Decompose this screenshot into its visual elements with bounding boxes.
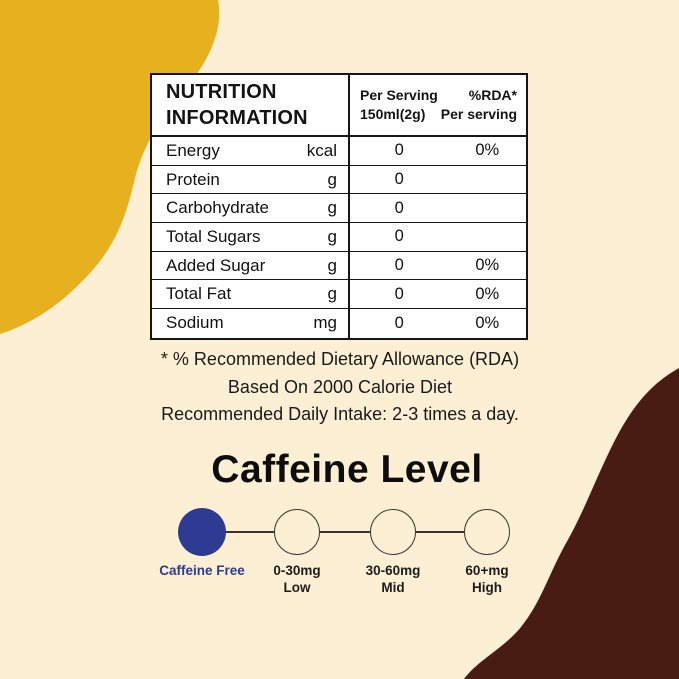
table-row-total-sugars: Total Sugars g 0 [152, 223, 526, 252]
nutrient-name: Energy [166, 140, 220, 160]
per-serving-value: 0 [394, 170, 404, 189]
table-row-carbohydrate: Carbohydrate g 0 [152, 194, 526, 224]
nutrient-unit: g [327, 284, 337, 304]
per-serving-value: 0 [394, 198, 404, 217]
nutrition-table-title: NUTRITION INFORMATION [166, 80, 308, 129]
nutrition-table-header: NUTRITION INFORMATION Per Serving 150ml(… [152, 75, 526, 137]
table-row-added-sugar: Added Sugar g 0 0% [152, 251, 526, 281]
level-high-circle [464, 509, 510, 555]
per-serving-value: 0 [394, 284, 404, 303]
level-label-mid: 30-60mg Mid [365, 563, 421, 595]
rda-value: 0% [475, 313, 500, 332]
nutrient-name: Carbohydrate [166, 198, 270, 218]
caffeine-free-dot [178, 508, 226, 556]
nutrient-name: Protein [166, 169, 220, 189]
per-serving-value: 0 [394, 141, 404, 160]
table-row-total-fat: Total Fat g 0 0% [152, 280, 526, 310]
level-label-high: 60+mg High [465, 563, 509, 595]
caffeine-level-scale [155, 508, 534, 556]
nutrient-unit: g [327, 226, 337, 246]
table-row-energy: Energy kcal 0 0% [152, 137, 526, 166]
nutrient-name: Total Fat [166, 284, 232, 304]
caffeine-level-title: Caffeine Level [211, 448, 483, 491]
footnote-line: * % Recommended Dietary Allowance (RDA) [160, 349, 520, 369]
nutrient-unit: kcal [306, 140, 337, 160]
rda-value: 0% [475, 256, 500, 275]
footnote-line: Recommended Daily Intake: 2-3 times a da… [161, 404, 519, 424]
col-header-rda: %RDA* Per serving [440, 87, 517, 122]
nutrient-unit: g [327, 255, 337, 275]
col-header-per-serving: Per Serving 150ml(2g) [360, 87, 438, 122]
rda-footnotes: * % Recommended Dietary Allowance (RDA) … [110, 346, 570, 429]
nutrient-name: Added Sugar [166, 255, 266, 275]
per-serving-value: 0 [394, 227, 404, 246]
level-label-low: 0-30mg Low [273, 563, 321, 595]
nutrient-unit: mg [313, 313, 337, 333]
level-low-circle [274, 509, 320, 555]
brown-blob [464, 368, 679, 679]
table-row-sodium: Sodium mg 0 0% [152, 309, 526, 338]
level-mid-circle [370, 509, 416, 555]
nutrient-unit: g [327, 198, 337, 218]
nutrient-unit: g [327, 169, 337, 189]
nutrient-name: Total Sugars [166, 226, 261, 246]
table-row-protein: Protein g 0 [152, 165, 526, 195]
caffeine-level-labels: Caffeine Free 0-30mg Low 30-60mg Mid 60+… [155, 562, 534, 602]
level-label-caffeine-free: Caffeine Free [159, 563, 245, 578]
scale-connector-line [202, 531, 487, 533]
rda-value: 0% [475, 284, 500, 303]
footnote-line: Based On 2000 Calorie Diet [227, 376, 453, 397]
per-serving-value: 0 [394, 313, 404, 332]
nutrient-name: Sodium [166, 313, 224, 333]
per-serving-value: 0 [394, 256, 404, 275]
nutrition-table: NUTRITION INFORMATION Per Serving 150ml(… [150, 73, 528, 340]
rda-value: 0% [475, 141, 500, 160]
